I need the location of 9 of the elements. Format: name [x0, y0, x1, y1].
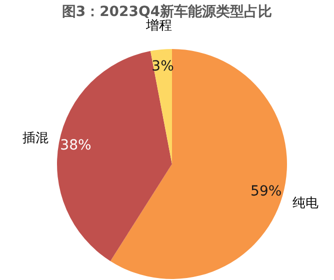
chart-title: 图3：2023Q4新车能源类型占比 [62, 3, 272, 20]
pie-slice [150, 49, 172, 164]
pie-slice [57, 51, 172, 262]
slice-label: 插混 [22, 130, 48, 146]
slice-label: 纯电 [292, 196, 318, 211]
pie-slice [110, 49, 287, 279]
slice-label: 增程 [144, 18, 172, 34]
data-label: 38% [60, 138, 92, 154]
data-label: 59% [250, 183, 282, 200]
